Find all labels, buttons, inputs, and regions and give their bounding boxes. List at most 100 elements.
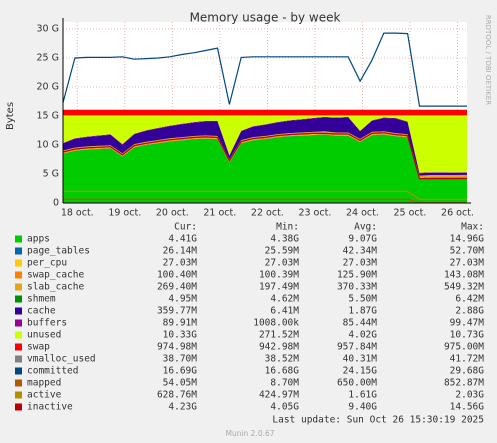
legend-label: swap (27, 342, 50, 353)
legend-stat: 9.40G (348, 402, 377, 413)
legend-stat: 100.39M (259, 270, 299, 281)
legend-stat: 359.77M (157, 306, 197, 317)
legend-stat: 16.69G (163, 366, 198, 377)
legend-stat: 4.38G (270, 234, 299, 245)
legend-column-header: Cur: (174, 222, 197, 233)
legend-label: active (27, 390, 62, 401)
legend-label: apps (27, 234, 50, 245)
chart-title: Memory usage - by week (190, 11, 341, 25)
legend-stat: 89.91M (163, 318, 198, 329)
legend-stat: 271.52M (259, 330, 299, 341)
legend-stat: 942.98M (259, 342, 299, 353)
legend-swatch (15, 391, 22, 399)
legend-swatch (15, 259, 22, 267)
legend-stat: 100.40M (157, 270, 197, 281)
x-tick-label: 18 oct. (61, 208, 94, 219)
side-label: RRDTOOL / TOBI OETIKER (484, 15, 492, 105)
line-mapped (63, 198, 467, 204)
legend-stat: 4.62M (270, 294, 299, 305)
legend-stat: 5.50M (348, 294, 377, 305)
legend-swatch (15, 355, 22, 363)
legend-label: shmem (27, 294, 56, 305)
line-inactive (62, 132, 468, 180)
legend-label: inactive (27, 402, 73, 413)
legend-stat: 10.33G (163, 330, 198, 341)
legend-stat: 38.70M (163, 354, 198, 365)
legend-label: vmalloc_used (27, 354, 96, 365)
legend-label: page_tables (27, 246, 90, 257)
legend-stat: 852.87M (444, 378, 484, 389)
legend-swatch (15, 247, 22, 255)
legend-stat: 40.31M (343, 354, 378, 365)
legend-stat: 4.23G (168, 402, 197, 413)
legend-stat: 628.76M (157, 390, 197, 401)
legend-stat: 29.68G (450, 366, 485, 377)
y-tick-label: 30 G (37, 24, 59, 35)
y-tick-label: 15 G (37, 111, 59, 122)
legend-stat: 2.88G (455, 306, 484, 317)
legend-stat: 27.03M (343, 258, 378, 269)
legend-stat: 197.49M (259, 282, 299, 293)
legend-stat: 54.05M (163, 378, 198, 389)
legend-swatch (15, 367, 22, 375)
y-tick-label: 5 G (43, 169, 59, 180)
area-swap (63, 109, 467, 116)
legend-stat: 125.90M (337, 270, 377, 281)
legend-swatch (15, 295, 22, 303)
area-cache (63, 117, 467, 176)
legend-stat: 10.73G (450, 330, 485, 341)
legend-stat: 24.15G (343, 366, 378, 377)
legend-stat: 4.02G (348, 330, 377, 341)
version: Munin 2.0.67 (225, 429, 274, 438)
legend-stat: 42.34M (343, 246, 378, 257)
legend-column-header: Min: (276, 222, 299, 233)
legend-swatch (15, 379, 22, 387)
legend-stat: 269.40M (157, 282, 197, 293)
legend-stat: 975.00M (444, 342, 484, 353)
legend-stat: 6.41M (270, 306, 299, 317)
x-tick-label: 19 oct. (108, 208, 141, 219)
legend-stat: 16.68G (265, 366, 300, 377)
legend-stat: 424.97M (259, 390, 299, 401)
legend-label: mapped (27, 378, 61, 389)
line-active (63, 190, 467, 200)
y-tick-label: 10 G (37, 140, 59, 151)
legend-stat: 27.03M (163, 258, 198, 269)
legend-swatch (15, 235, 22, 243)
legend-stat: 1008.00k (253, 318, 299, 329)
legend-label: buffers (27, 318, 67, 329)
x-tick-label: 26 oct. (441, 208, 474, 219)
legend-swatch (15, 271, 22, 279)
legend-label: cache (27, 306, 56, 317)
y-axis-label: Bytes (5, 102, 16, 130)
legend-stat: 549.32M (444, 282, 484, 293)
y-tick-label: 0 (53, 198, 59, 209)
legend-stat: 650.00M (337, 378, 377, 389)
legend-stat: 14.96G (450, 234, 485, 245)
legend-swatch (15, 403, 22, 411)
legend-stat: 4.05G (270, 402, 299, 413)
legend-column-header: Max: (461, 222, 484, 233)
legend-label: per_cpu (27, 258, 67, 269)
legend-stat: 6.42M (455, 294, 484, 305)
area-apps (63, 134, 467, 203)
legend-stat: 27.03M (265, 258, 300, 269)
last-update: Last update: Sun Oct 26 15:30:19 2025 (272, 415, 484, 426)
legend-stat: 1.87G (348, 306, 377, 317)
x-tick-label: 21 oct. (203, 208, 236, 219)
legend-label: swap_cache (27, 270, 84, 281)
legend-stat: 85.44M (343, 318, 378, 329)
legend-stat: 1.61G (348, 390, 377, 401)
legend-stat: 4.41G (168, 234, 197, 245)
line-committed (62, 32, 467, 107)
area-unused (63, 115, 467, 173)
y-tick-label: 20 G (37, 82, 59, 93)
y-tick-label: 25 G (37, 53, 59, 64)
legend-stat: 38.52M (265, 354, 300, 365)
legend-stat: 41.72M (450, 354, 485, 365)
legend-stat: 370.33M (337, 282, 377, 293)
legend-stat: 26.14M (163, 246, 198, 257)
x-tick-label: 22 oct. (251, 208, 284, 219)
legend-swatch (15, 307, 22, 315)
legend-stat: 52.70M (450, 246, 485, 257)
